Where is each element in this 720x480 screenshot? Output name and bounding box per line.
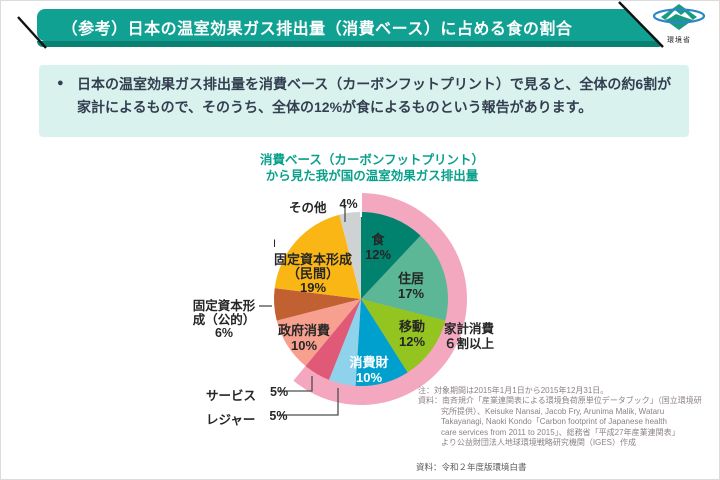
- summary-text: 日本の温室効果ガス排出量を消費ベース（カーボンフットプリント）で見ると、全体の約…: [77, 73, 671, 119]
- label-mobility: 移動 12%: [372, 319, 452, 349]
- label-private-capital-line2: （民間）: [286, 266, 339, 281]
- label-food-pct: 12%: [364, 247, 392, 262]
- bullet-icon: ●: [57, 77, 64, 89]
- label-public-capital-line2: 成（公的）: [192, 312, 256, 327]
- summary-box: [39, 65, 689, 137]
- chart-title-line-1: 消費ベース（カーボンフットプリント）: [259, 153, 484, 167]
- label-private-capital-pct: 19%: [299, 280, 327, 295]
- label-consumer-goods-pct: 10%: [355, 370, 383, 385]
- label-other: その他 4%: [289, 197, 358, 216]
- summary-line-1: 日本の温室効果ガス排出量を消費ベース（カーボンフットプリント）で見ると、全体の約…: [77, 76, 672, 92]
- header-banner: [37, 9, 659, 41]
- moe-logo-mountain: [665, 10, 693, 20]
- note-line-6: より公益財団法人地球環境戦略研究機関（IGES）作成: [441, 438, 636, 448]
- label-other-name: その他: [289, 201, 327, 215]
- moe-logo-label: 環境省: [667, 37, 691, 44]
- label-mobility-pct: 12%: [398, 334, 426, 349]
- label-leisure: レジャー 5%: [206, 409, 287, 428]
- label-private-capital: 固定資本形成 （民間） 19%: [257, 253, 369, 295]
- label-government-pct: 10%: [290, 338, 318, 353]
- label-government: 政府消費 10%: [259, 323, 349, 353]
- page-title: （参考）日本の温室効果ガス排出量（消費ベース）に占める食の割合: [61, 21, 573, 38]
- label-housing-name: 住居: [397, 271, 424, 286]
- label-housing: 住居 17%: [371, 271, 451, 301]
- label-government-name: 政府消費: [277, 323, 330, 338]
- label-food-name: 食: [371, 232, 385, 247]
- chart-title-line-2: から見た我が国の温室効果ガス排出量: [265, 169, 479, 183]
- label-private-capital-line1: 固定資本形成: [273, 252, 352, 267]
- source-caption: 資料：令和２年度版環境白書: [416, 462, 527, 472]
- label-consumer-goods-name: 消費財: [349, 355, 389, 370]
- summary-line-2: 家計によるもので、そのうち、全体の12%が食によるものという報告があります。: [77, 99, 593, 115]
- label-service: サービス 5%: [206, 385, 288, 404]
- note-line-3: 究所提供）、Keisuke Nansai, Jacob Fry, Arunima…: [441, 406, 665, 416]
- moe-logo-diamond: [661, 4, 697, 30]
- label-public-capital-pct: 6%: [214, 326, 234, 340]
- label-household-line2: ６割以上: [444, 337, 495, 351]
- label-leisure-pct: 5%: [269, 409, 288, 423]
- moe-logo: 環境省: [650, 3, 708, 45]
- note-line-2: 資料：南斉規介「産業連関表による環境負荷原単位データブック」（国立環境研: [418, 396, 702, 406]
- label-service-name: サービス: [206, 389, 257, 403]
- label-leisure-name: レジャー: [206, 413, 256, 427]
- label-household: 家計消費 ６割以上: [444, 322, 494, 352]
- chart-title: 消費ベース（カーボンフットプリント） から見た我が国の温室効果ガス排出量: [237, 152, 507, 184]
- label-service-pct: 5%: [270, 385, 289, 399]
- header-banner-shadow: [37, 41, 664, 47]
- note-line-4: Takayanagi, Naoki Kondo「Carbon footprint…: [441, 417, 667, 427]
- note-line-5: care services from 2011 to 2015」、総務省「平成2…: [441, 427, 680, 437]
- label-other-pct: 4%: [339, 197, 358, 211]
- label-consumer-goods: 消費財 10%: [329, 355, 409, 385]
- label-public-capital: 固定資本形 成（公的） 6%: [189, 299, 259, 341]
- label-household-line1: 家計消費: [444, 322, 495, 336]
- chart-notes: 注：対象期間は2015年1月1日から2015年12月31日。 資料：南斉規介「産…: [418, 386, 710, 448]
- footnote-mark: I: [273, 238, 277, 250]
- label-food: 食 12%: [338, 232, 418, 262]
- label-housing-pct: 17%: [397, 286, 425, 301]
- label-public-capital-line1: 固定資本形: [192, 299, 256, 313]
- note-line-1: 注：対象期間は2015年1月1日から2015年12月31日。: [418, 386, 609, 395]
- label-mobility-name: 移動: [398, 319, 425, 334]
- moe-logo-mark: [652, 4, 706, 30]
